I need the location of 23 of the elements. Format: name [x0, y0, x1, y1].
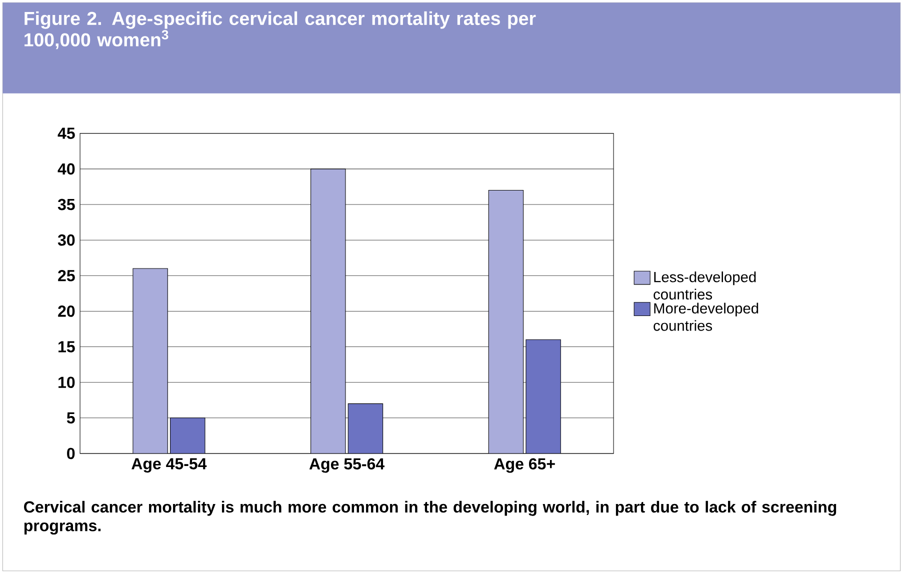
- x-tick-label: Age 45-54: [132, 458, 207, 473]
- y-tick-label: 20: [58, 306, 75, 318]
- bar: [170, 418, 206, 454]
- bar: [488, 190, 524, 454]
- y-tick-label: 10: [58, 376, 75, 388]
- y-tick-label: 40: [58, 164, 75, 175]
- y-tick-label: 45: [58, 128, 75, 140]
- y-tick-label: 5: [66, 412, 75, 424]
- text: Cervical cancer mortality is much more common in the developing world, in part due to lack of screening programs.: [24, 501, 836, 535]
- y-tick-label: 15: [58, 341, 75, 353]
- legend-label: Less-developed countries: [654, 272, 756, 300]
- x-tick-label: Age 55-64: [309, 458, 384, 473]
- y-tick-label: 25: [58, 270, 75, 282]
- x-tick-label: Age 65+: [494, 458, 555, 473]
- legend-label: More-developed countries: [654, 303, 758, 332]
- bar: [310, 168, 346, 454]
- bar: [526, 340, 561, 454]
- bar: [348, 404, 384, 454]
- y-tick-label: 35: [58, 199, 75, 210]
- y-tick-label: 30: [58, 234, 75, 246]
- bar: [132, 268, 168, 454]
- y-tick-label: 0: [67, 448, 75, 460]
- chart-title: Figure 2. Age-specific cervical cancer mortality rates per 100,000 women$^{3}$: [24, 12, 536, 50]
